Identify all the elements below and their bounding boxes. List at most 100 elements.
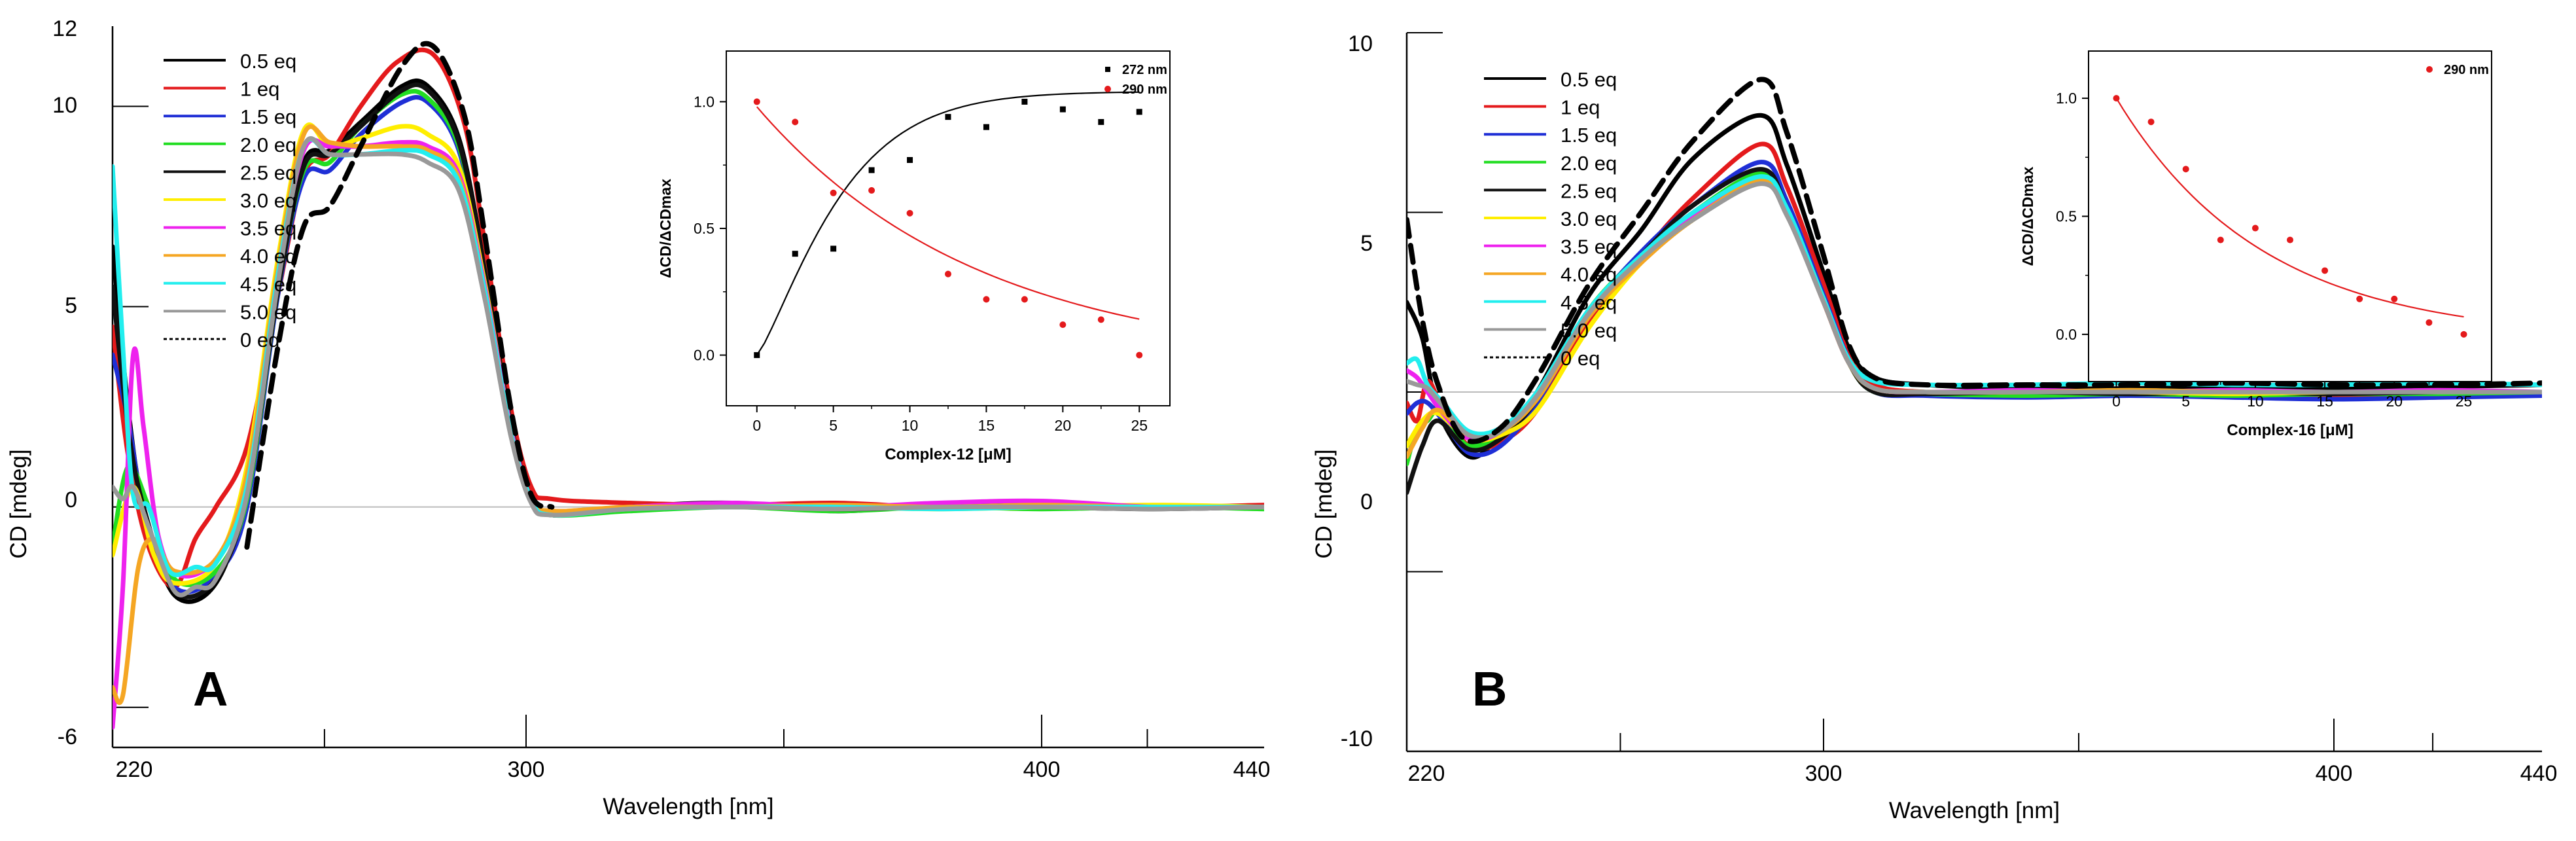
legend-label: 1 eq bbox=[1561, 96, 1600, 119]
legend-label: 3.0 eq bbox=[240, 189, 296, 212]
inset-point-290-nm bbox=[2391, 295, 2398, 302]
legend-label: 0 eq bbox=[1561, 347, 1600, 370]
y-axis-title: CD [mdeg] bbox=[6, 449, 31, 558]
series-line-5.0-eq bbox=[113, 136, 1264, 598]
inset-point-272-nm bbox=[1021, 98, 1028, 105]
inset-point-290-nm bbox=[2217, 236, 2224, 243]
legend: 0.5 eq 1 eq 1.5 eq 2.0 eq 2.5 eq 3.0 eq 3.5 eq… bbox=[1484, 68, 1617, 370]
legend-label: 5.0 eq bbox=[240, 300, 296, 323]
inset-point-290-nm bbox=[1021, 296, 1028, 303]
legend-label: 2.0 eq bbox=[1561, 152, 1617, 175]
inset-point-272-nm bbox=[983, 124, 989, 130]
legend-label: 1.5 eq bbox=[1561, 124, 1617, 147]
panel-B: 220 300 400 440 -10 0 5 10 Wavelength [nm] CD [md… bbox=[1311, 31, 2557, 823]
inset-legend-marker bbox=[2426, 66, 2433, 73]
inset-point-290-nm bbox=[2147, 118, 2155, 126]
series-line-0-eq bbox=[244, 41, 555, 550]
inset-point-290-nm bbox=[2356, 295, 2363, 302]
inset-point-290-nm bbox=[1097, 316, 1104, 323]
inset-point-290-nm bbox=[2182, 166, 2189, 173]
inset-legend-label: 290 nm bbox=[2444, 63, 2489, 77]
inset-x-tick-label: 0 bbox=[2112, 393, 2121, 410]
inset-legend: 272 nm 290 nm bbox=[1104, 63, 1167, 97]
inset-point-272-nm bbox=[868, 167, 875, 173]
inset-point-272-nm bbox=[754, 352, 760, 359]
inset-legend-marker bbox=[1105, 67, 1110, 72]
inset-point-290-nm bbox=[2426, 319, 2433, 326]
inset-y-tick-label: 1.0 bbox=[694, 93, 715, 110]
inset-point-290-nm bbox=[983, 296, 990, 303]
inset-legend: 290 nm bbox=[2426, 63, 2489, 77]
inset-x-axis-title: Complex-12 [μM] bbox=[885, 446, 1011, 463]
legend-label: 3.5 eq bbox=[1561, 236, 1617, 259]
legend-label: 3.0 eq bbox=[1561, 207, 1617, 230]
series-group bbox=[1407, 77, 2542, 495]
x-tick-label: 300 bbox=[508, 757, 545, 782]
inset-point-290-nm bbox=[830, 189, 837, 196]
inset-legend-label: 272 nm bbox=[1122, 63, 1167, 77]
inset-x-tick-label: 10 bbox=[902, 417, 919, 434]
panel-letter: A bbox=[193, 662, 228, 716]
inset-x-tick-label: 25 bbox=[1131, 417, 1148, 434]
inset-x-tick-label: 15 bbox=[978, 417, 995, 434]
inset-point-272-nm bbox=[907, 156, 913, 163]
inset-x-tick-label: 20 bbox=[1055, 417, 1072, 434]
x-tick-label: 400 bbox=[1023, 757, 1061, 782]
inset-point-290-nm bbox=[2460, 331, 2467, 338]
inset-point-272-nm bbox=[945, 114, 951, 120]
y-tick-label: 0 bbox=[65, 488, 77, 512]
legend: 0.5 eq 1 eq 1.5 eq 2.0 eq 2.5 eq 3.0 eq 3.5 eq… bbox=[164, 50, 296, 351]
inset-fit-272-nm bbox=[756, 91, 1140, 356]
legend-label: 1.5 eq bbox=[240, 105, 296, 128]
legend-label: 2.5 eq bbox=[1561, 179, 1617, 202]
y-tick-label: 10 bbox=[52, 93, 77, 118]
y-tick-label: 5 bbox=[65, 293, 77, 318]
y-tick-label: 5 bbox=[1360, 231, 1373, 256]
inset-x-tick-label: 15 bbox=[2316, 393, 2333, 410]
inset-point-290-nm bbox=[2113, 95, 2120, 102]
inset-legend-marker bbox=[1104, 86, 1111, 92]
legend-label: 0 eq bbox=[240, 329, 279, 351]
inset-point-272-nm bbox=[1059, 106, 1066, 113]
inset-legend-label: 290 nm bbox=[1122, 82, 1167, 97]
legend-label: 0.5 eq bbox=[1561, 68, 1617, 91]
inset-y-axis-title: ΔCD/ΔCDmax bbox=[2019, 166, 2036, 266]
legend-label: 3.5 eq bbox=[240, 217, 296, 240]
legend-label: 4.5 eq bbox=[1561, 291, 1617, 314]
inset-x-tick-label: 5 bbox=[2181, 393, 2190, 410]
legend-label: 4.5 eq bbox=[240, 273, 296, 296]
panel-letter: B bbox=[1472, 662, 1507, 716]
y-tick-label: -10 bbox=[1341, 726, 1373, 751]
x-axis-title: Wavelength [nm] bbox=[603, 794, 773, 819]
legend-label: 1 eq bbox=[240, 78, 279, 101]
series-line-0-eq bbox=[1407, 77, 2542, 444]
inset-frame bbox=[726, 50, 1171, 406]
inset-point-290-nm bbox=[906, 209, 913, 217]
inset-y-axis-title: ΔCD/ΔCDmax bbox=[657, 179, 674, 278]
inset-x-tick-label: 5 bbox=[829, 417, 838, 434]
inset-y-tick-label: 1.0 bbox=[2056, 90, 2077, 107]
legend-label: 2.0 eq bbox=[240, 134, 296, 156]
y-tick-label: 10 bbox=[1348, 31, 1373, 56]
inset-point-272-nm bbox=[1098, 118, 1104, 125]
x-tick-label: 400 bbox=[2316, 761, 2353, 786]
inset-fit-290-nm bbox=[756, 106, 1140, 320]
inset-x-tick-label: 0 bbox=[752, 417, 761, 434]
panel-A: 220 300 400 440 -6 0 5 10 12 Wavelength [nm] CD [m… bbox=[6, 16, 1270, 819]
inset-point-290-nm bbox=[1059, 321, 1067, 329]
inset-point-290-nm bbox=[753, 98, 760, 105]
inset-point-290-nm bbox=[945, 270, 951, 277]
inset-frame bbox=[2088, 50, 2492, 382]
x-tick-label: 440 bbox=[1233, 757, 1271, 782]
inset-x-tick-label: 20 bbox=[2386, 393, 2403, 410]
inset-y-tick-label: 0.0 bbox=[694, 347, 715, 364]
inset-x-tick-label: 25 bbox=[2456, 393, 2473, 410]
x-tick-label: 220 bbox=[1408, 761, 1445, 786]
legend-label: 4.0 eq bbox=[240, 245, 296, 268]
x-tick-label: 300 bbox=[1805, 761, 1843, 786]
inset-y-tick-label: 0.5 bbox=[2056, 208, 2077, 225]
series-group bbox=[113, 41, 1264, 730]
x-tick-label: 440 bbox=[2520, 761, 2558, 786]
inset-point-290-nm bbox=[792, 118, 799, 126]
inset-point-272-nm bbox=[830, 245, 837, 252]
